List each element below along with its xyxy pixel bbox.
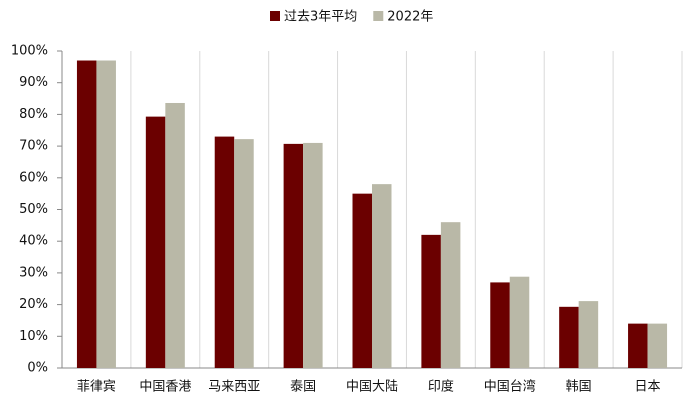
y-tick-label: 50% [19, 202, 48, 217]
y-tick-label: 100% [11, 44, 48, 59]
bar [647, 323, 668, 368]
y-tick-label: 40% [19, 234, 48, 249]
y-tick-label: 30% [19, 265, 48, 280]
bar [372, 184, 392, 368]
bar [509, 276, 530, 368]
bar [303, 142, 323, 368]
bar [578, 301, 599, 368]
x-tick-label: 中国香港 [139, 380, 191, 395]
legend-swatch [270, 11, 280, 21]
bar [214, 136, 235, 368]
bar [165, 102, 185, 368]
bar [352, 193, 372, 368]
x-tick-label: 马来西亚 [208, 380, 260, 395]
x-tick-label: 泰国 [290, 380, 316, 395]
bar [145, 116, 166, 368]
y-tick-label: 10% [19, 329, 48, 344]
x-tick-label: 菲律宾 [77, 379, 116, 395]
x-tick-label: 中国台湾 [484, 379, 536, 395]
bar [283, 143, 304, 368]
y-tick-label: 90% [19, 75, 48, 90]
bar [421, 234, 441, 368]
bar [234, 139, 254, 368]
legend-label: 过去3年平均 [284, 10, 357, 25]
legend-swatch [373, 11, 384, 21]
y-tick-label: 80% [19, 107, 48, 122]
y-tick-label: 20% [19, 297, 48, 312]
bar [559, 306, 579, 368]
y-tick-label: 60% [19, 170, 48, 185]
bar [440, 222, 461, 368]
x-tick-label: 韩国 [566, 380, 592, 395]
bar [628, 323, 648, 368]
legend-label: 2022年 [387, 10, 433, 25]
bar [490, 282, 510, 368]
x-tick-label: 中国大陆 [346, 379, 398, 395]
bar [76, 60, 97, 368]
y-tick-label: 70% [19, 139, 48, 154]
x-tick-label: 日本 [635, 380, 661, 395]
bar [96, 60, 116, 368]
x-tick-label: 印度 [428, 379, 454, 395]
y-tick-label: 0% [27, 361, 48, 376]
